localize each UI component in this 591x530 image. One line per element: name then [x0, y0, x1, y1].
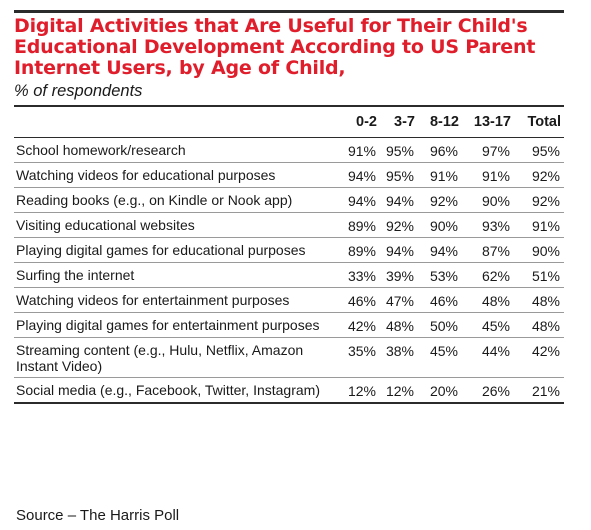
data-cell: 53% [429, 268, 458, 284]
table-row: Social media (e.g., Facebook, Twitter, I… [14, 378, 564, 403]
data-cell: 94% [385, 243, 414, 259]
data-cell: 94% [385, 193, 414, 209]
row-label: Playing digital games for educational pu… [16, 242, 306, 258]
row-label: Watching videos for educational purposes [16, 167, 276, 183]
data-cell: 93% [481, 218, 510, 234]
row-label: Reading books (e.g., on Kindle or Nook a… [16, 192, 293, 208]
data-cell: 90% [531, 243, 560, 259]
data-cell: 45% [481, 318, 510, 334]
chart-title: Digital Activities that Are Useful for T… [14, 15, 536, 79]
table-row: Streaming content (e.g., Hulu, Netflix, … [14, 338, 564, 378]
data-cell: 21% [531, 383, 560, 399]
row-label: Playing digital games for entertainment … [16, 317, 320, 333]
table-row: Playing digital games for entertainment … [14, 313, 564, 338]
data-cell: 96% [429, 143, 458, 159]
data-cell: 97% [481, 143, 510, 159]
data-cell: 90% [429, 218, 458, 234]
data-cell: 26% [481, 383, 510, 399]
row-label: Visiting educational websites [16, 217, 195, 233]
data-cell: 20% [429, 383, 458, 399]
data-cell: 89% [347, 243, 376, 259]
data-cell: 94% [347, 193, 376, 209]
data-cell: 92% [531, 193, 560, 209]
data-cell: 91% [347, 143, 376, 159]
source-note: Source – The Harris Poll [16, 507, 180, 524]
column-header: 0-2 [356, 114, 377, 130]
top-rule [14, 10, 564, 13]
data-cell: 94% [429, 243, 458, 259]
table-row: Surfing the internet 33% 39% 53% 62% 51% [14, 263, 564, 288]
column-header: 8-12 [429, 114, 459, 130]
data-cell: 12% [347, 383, 376, 399]
chart-container: Digital Activities that Are Useful for T… [14, 10, 564, 404]
data-cell: 51% [531, 268, 560, 284]
data-cell: 92% [531, 168, 560, 184]
data-cell: 42% [347, 318, 376, 334]
header-rule [14, 105, 564, 107]
data-cell: 48% [481, 293, 510, 309]
data-cell: 35% [347, 343, 376, 359]
data-cell: 90% [481, 193, 510, 209]
table-row: Visiting educational websites 89% 92% 90% 93… [14, 213, 564, 238]
data-cell: 95% [385, 143, 414, 159]
header-label-cell [14, 107, 334, 138]
column-header: 3-7 [394, 114, 415, 130]
row-label: Social media (e.g., Facebook, Twitter, I… [16, 382, 320, 398]
row-label: Streaming content (e.g., Hulu, Netflix, … [16, 342, 304, 374]
chart-subtitle: % of respondents [14, 82, 143, 100]
column-header: 13-17 [473, 114, 511, 130]
data-cell: 91% [429, 168, 458, 184]
row-label: Surfing the internet [16, 267, 135, 283]
data-cell: 48% [531, 318, 560, 334]
table-row: Watching videos for educational purposes… [14, 163, 564, 188]
data-cell: 39% [385, 268, 414, 284]
data-cell: 87% [481, 243, 510, 259]
data-cell: 95% [531, 143, 560, 159]
data-cell: 33% [347, 268, 376, 284]
row-label: Watching videos for entertainment purpos… [16, 292, 290, 308]
header-row: 0-2 3-7 8-12 13-17 Total [14, 107, 564, 138]
table-row: School homework/research 91% 95% 96% 97% 95% [14, 138, 564, 163]
table-row: Reading books (e.g., on Kindle or Nook a… [14, 188, 564, 213]
table-body: School homework/research 91% 95% 96% 97% 95% W… [14, 138, 564, 403]
data-cell: 38% [385, 343, 414, 359]
data-cell: 50% [429, 318, 458, 334]
data-cell: 48% [531, 293, 560, 309]
column-header: Total [527, 114, 561, 130]
table-row: Playing digital games for educational pu… [14, 238, 564, 263]
data-cell: 47% [385, 293, 414, 309]
data-cell: 92% [385, 218, 414, 234]
data-cell: 45% [429, 343, 458, 359]
data-cell: 46% [347, 293, 376, 309]
data-cell: 91% [531, 218, 560, 234]
data-cell: 89% [347, 218, 376, 234]
data-cell: 92% [429, 193, 458, 209]
row-label: School homework/research [16, 142, 186, 158]
data-cell: 62% [481, 268, 510, 284]
data-cell: 42% [531, 343, 560, 359]
data-cell: 94% [347, 168, 376, 184]
data-cell: 46% [429, 293, 458, 309]
data-table: 0-2 3-7 8-12 13-17 Total School homework/res… [14, 107, 564, 404]
data-cell: 12% [385, 383, 414, 399]
data-cell: 44% [481, 343, 510, 359]
data-cell: 95% [385, 168, 414, 184]
data-cell: 91% [481, 168, 510, 184]
data-cell: 48% [385, 318, 414, 334]
table-row: Watching videos for entertainment purpos… [14, 288, 564, 313]
